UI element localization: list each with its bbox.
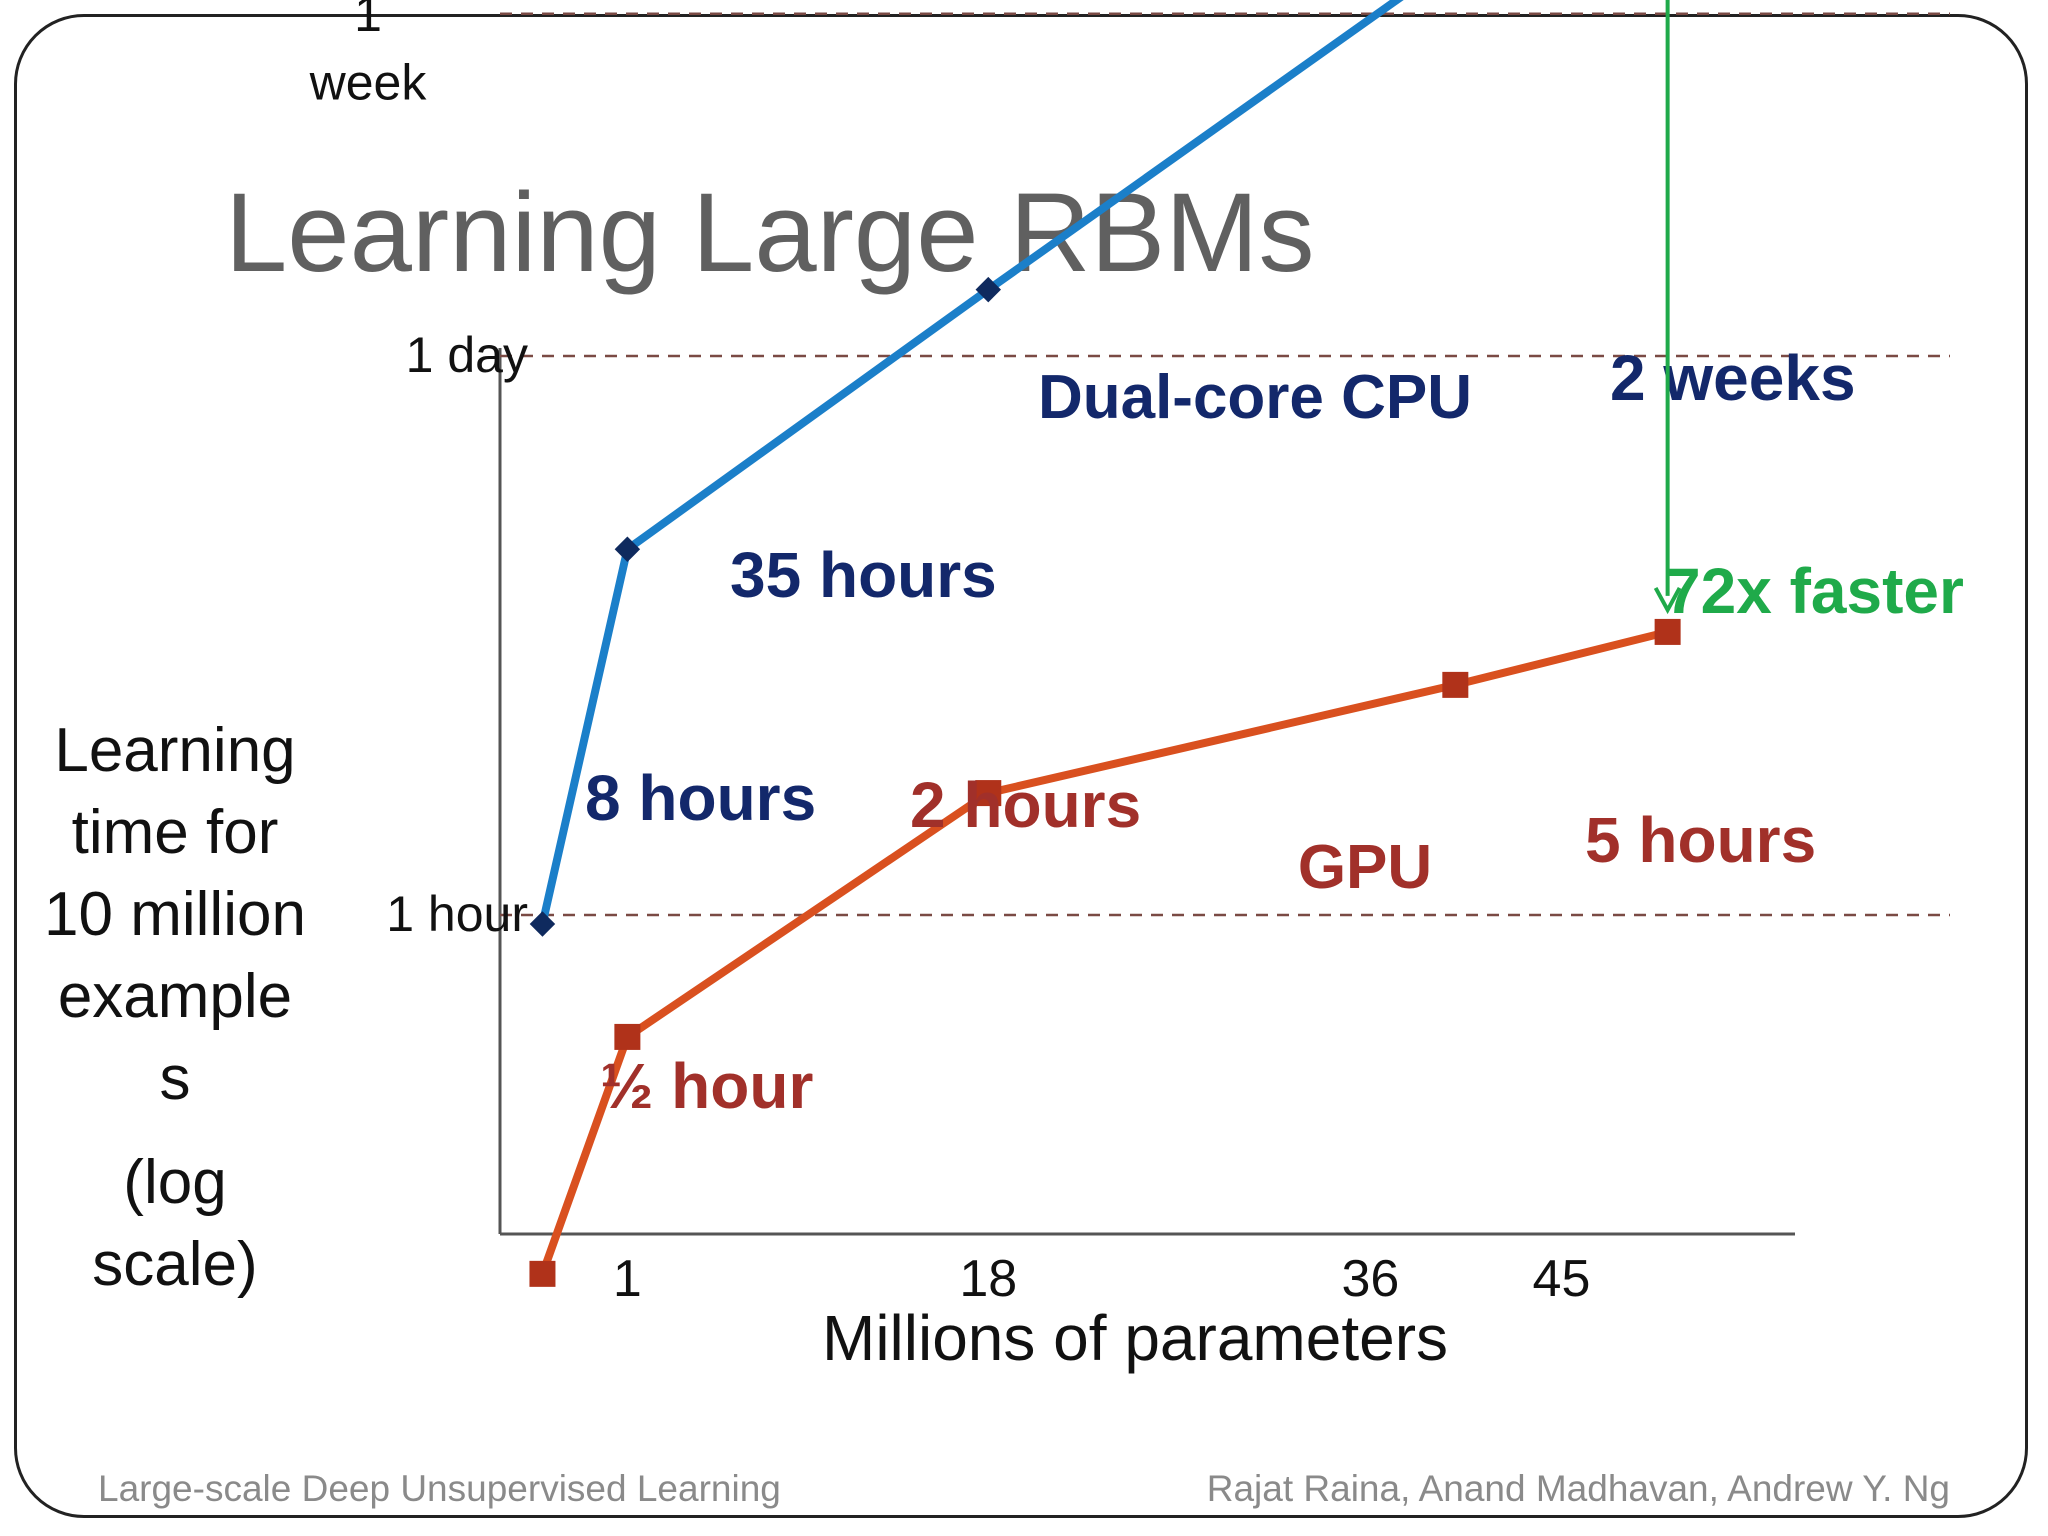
gpu-data-point: [975, 780, 1002, 807]
y-tick-label: 1: [354, 0, 382, 42]
data-label-gpu-half: ½ hour: [600, 1050, 813, 1122]
gpu-series-line: [538, 628, 1669, 1276]
footer-authors: Rajat Raina, Anand Madhavan, Andrew Y. N…: [1206, 1468, 1950, 1509]
y-axis-scale-note: (log scale): [20, 1142, 330, 1306]
x-tick-label: 18: [959, 1250, 1017, 1308]
gpu-data-point: [1654, 618, 1681, 645]
y-tick-label: 1 hour: [386, 886, 528, 942]
data-label-cpu-35: 35 hours: [730, 539, 997, 611]
y-axis-label-line: s: [159, 1044, 191, 1113]
x-tick-label: 36: [1341, 1250, 1399, 1308]
y-tick-label: 1 day: [406, 327, 528, 383]
x-tick-label: 45: [1533, 1250, 1591, 1308]
gpu-data-point: [529, 1260, 556, 1287]
y-tick-label: week: [309, 55, 428, 111]
gpu-data-point: [1442, 671, 1469, 698]
cpu-data-point: [614, 536, 641, 562]
gpu-data-point: [614, 1023, 641, 1050]
cpu-data-point: [975, 276, 1002, 303]
data-label-gpu-5: 5 hours: [1585, 804, 1816, 876]
footer-title: Large-scale Deep Unsupervised Learning: [98, 1468, 781, 1509]
y-axis-label-line: example: [57, 962, 293, 1031]
data-label-cpu-8: 8 hours: [585, 762, 816, 834]
cpu-series-label: Dual-core CPU: [1038, 363, 1472, 432]
y-axis-label: Learning time for 10 million example s (…: [20, 710, 330, 1306]
data-label-gpu-2: 2 hours: [910, 769, 1141, 841]
y-axis-scale-line: scale): [92, 1230, 258, 1299]
speedup-label: 72x faster: [1665, 555, 1964, 627]
cpu-data-point: [529, 911, 556, 937]
x-axis-title: Millions of parameters: [822, 1302, 1448, 1374]
x-tick-label: 1: [613, 1250, 642, 1308]
data-label-cpu-2w: 2 weeks: [1610, 342, 1856, 414]
y-axis-scale-line: (log: [123, 1148, 227, 1217]
y-axis-label-line: 10 million: [44, 880, 306, 949]
gpu-series-label: GPU: [1298, 833, 1432, 902]
speedup-arrow-head-bottom: [1653, 586, 1682, 615]
y-axis-label-line: Learning: [54, 716, 296, 785]
y-axis-label-line: time for: [71, 798, 279, 867]
